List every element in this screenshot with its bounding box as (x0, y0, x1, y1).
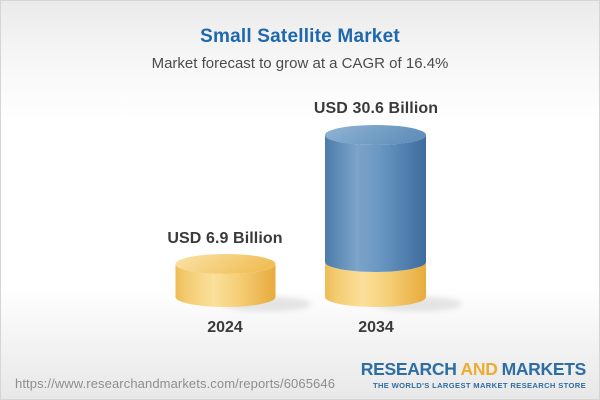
logo-wordmark: RESEARCH AND MARKETS (360, 359, 587, 379)
logo-word-research: RESEARCH (360, 359, 457, 379)
bar-2034-base-segment (325, 262, 426, 307)
chart-subtitle: Market forecast to grow at a CAGR of 16.… (151, 55, 449, 72)
bar-2034-body (325, 135, 426, 272)
category-label-2034: 2034 (358, 319, 394, 336)
research-and-markets-logo: RESEARCH AND MARKETS THE WORLD'S LARGEST M… (360, 359, 587, 390)
report-url: https://www.researchandmarkets.com/repor… (15, 376, 336, 391)
value-label-2024: USD 6.9 Billion (167, 230, 283, 247)
chart-title: Small Satellite Market (200, 26, 400, 47)
logo-word-and: AND (460, 359, 498, 379)
logo-word-markets: MARKETS (501, 359, 587, 379)
value-label-2034: USD 30.6 Billion (313, 100, 439, 117)
category-label-2024: 2024 (207, 319, 243, 336)
logo-tagline: THE WORLD'S LARGEST MARKET RESEARCH STOR… (372, 380, 586, 390)
bar-2034-top (325, 125, 426, 145)
bar-2024-top (175, 254, 276, 274)
bar-2024-body (175, 264, 276, 307)
